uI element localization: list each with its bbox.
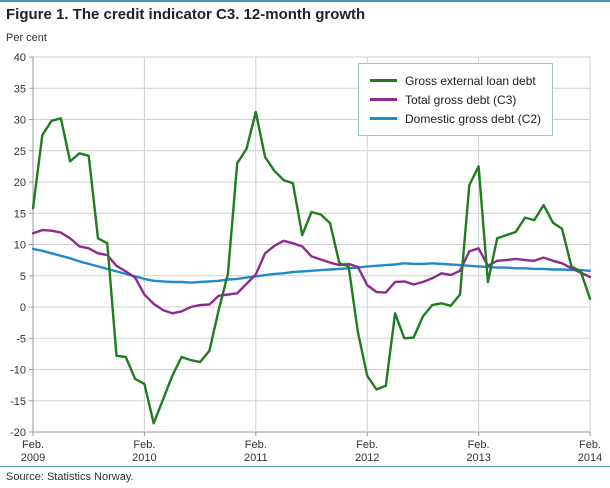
y-axis-tick-label: 25 xyxy=(14,146,26,158)
legend-item: Total gross debt (C3) xyxy=(370,90,541,109)
x-axis-tick-label-year: 2014 xyxy=(578,452,602,464)
series-line-domestic-gross-debt-c2- xyxy=(31,247,592,284)
y-axis-tick-label: -15 xyxy=(10,396,26,408)
x-axis-tick-label-month: Feb. xyxy=(356,439,378,451)
x-axis-tick-label-month: Feb. xyxy=(22,439,44,451)
top-divider xyxy=(0,0,610,2)
y-axis-tick-label: -10 xyxy=(10,365,26,377)
x-axis-tick-label-month: Feb. xyxy=(133,439,155,451)
x-axis-tick-label-year: 2009 xyxy=(21,452,45,464)
x-axis-tick-label-month: Feb. xyxy=(245,439,267,451)
x-axis-tick-label-year: 2013 xyxy=(466,452,490,464)
y-axis-tick-label: 35 xyxy=(14,83,26,95)
legend-label: Gross external loan debt xyxy=(405,73,536,88)
legend-item: Gross external loan debt xyxy=(370,71,541,90)
y-axis-tick-label: 15 xyxy=(14,208,26,220)
y-axis-tick-label: 40 xyxy=(14,52,26,64)
legend-line-swatch-total-gross xyxy=(370,98,397,101)
y-axis-unit-label: Per cent xyxy=(6,32,47,44)
x-axis-tick-label-year: 2011 xyxy=(244,452,268,464)
x-axis-tick-label-month: Feb. xyxy=(579,439,601,451)
legend-label: Domestic gross debt (C2) xyxy=(405,111,542,126)
legend-line-swatch-domestic-gross xyxy=(370,117,397,120)
legend-line-swatch-gross-external xyxy=(370,79,397,82)
x-axis-tick-label-month: Feb. xyxy=(468,439,490,451)
y-axis-tick-label: -20 xyxy=(10,427,26,439)
legend-label: Total gross debt (C3) xyxy=(405,92,517,107)
figure-title: Figure 1. The credit indicator C3. 12-mo… xyxy=(6,6,366,23)
series-line-gross-external-loan-debt xyxy=(31,110,592,425)
legend: Gross external loan debt Total gross deb… xyxy=(358,63,554,136)
x-axis-tick-label-year: 2010 xyxy=(132,452,156,464)
y-axis-tick-label: 10 xyxy=(14,240,26,252)
y-axis-tick-label: 0 xyxy=(20,302,26,314)
series-line-total-gross-debt-c3- xyxy=(31,228,592,315)
y-axis-tick-label: 30 xyxy=(14,115,26,127)
bottom-divider xyxy=(0,466,610,467)
legend-item: Domestic gross debt (C2) xyxy=(370,109,541,128)
y-axis-tick-label: 20 xyxy=(14,177,26,189)
x-axis-tick-label-year: 2012 xyxy=(355,452,379,464)
source-note: Source: Statistics Norway. xyxy=(6,471,134,483)
y-axis-tick-label: 5 xyxy=(20,271,26,283)
y-axis-tick-label: -5 xyxy=(16,333,26,345)
